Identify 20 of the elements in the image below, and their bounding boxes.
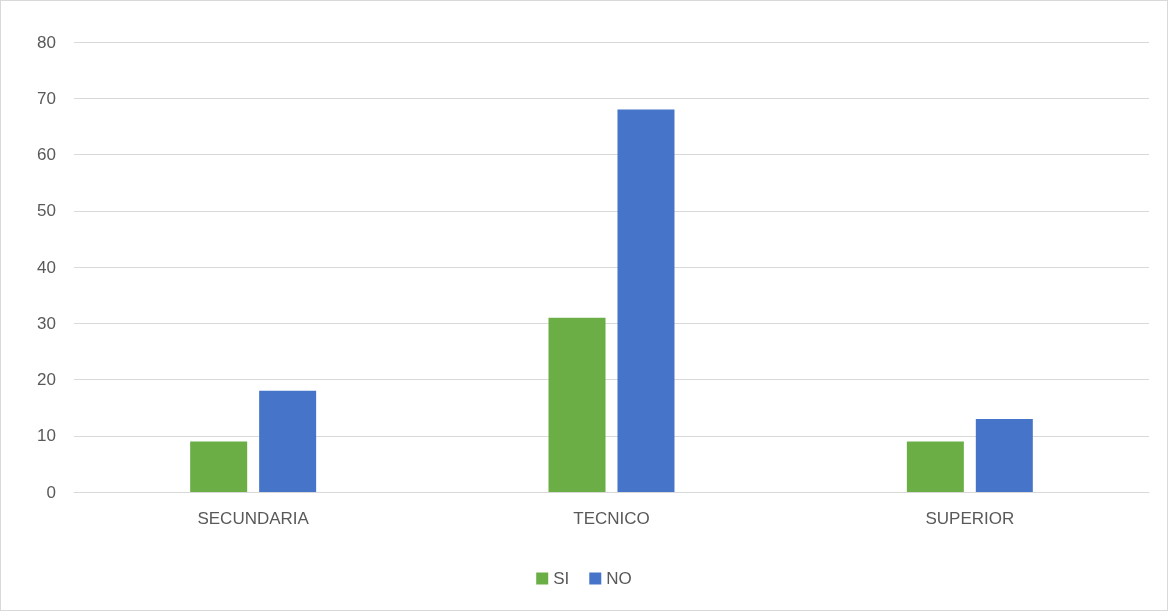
- bar: [190, 441, 248, 492]
- y-tick-label: 10: [37, 426, 56, 446]
- x-tick-label: TECNICO: [573, 509, 650, 528]
- y-tick-label: 40: [37, 257, 56, 277]
- y-tick-label: 80: [37, 32, 56, 52]
- y-tick-label: 0: [46, 482, 56, 502]
- bar: [259, 390, 317, 492]
- y-tick-label: 70: [37, 88, 56, 108]
- bar: [617, 109, 675, 492]
- legend-label: NO: [606, 569, 632, 588]
- y-tick-label: 60: [37, 145, 56, 164]
- bar: [975, 418, 1033, 492]
- x-tick-label: SUPERIOR: [925, 509, 1015, 528]
- legend-label: SI: [553, 569, 570, 588]
- y-tick-label: 30: [37, 313, 56, 333]
- y-tick-label: 50: [37, 201, 56, 221]
- bar: [548, 317, 606, 492]
- bar: [906, 441, 964, 492]
- y-tick-label: 20: [37, 370, 56, 389]
- x-tick-label: SECUNDARIA: [197, 509, 310, 528]
